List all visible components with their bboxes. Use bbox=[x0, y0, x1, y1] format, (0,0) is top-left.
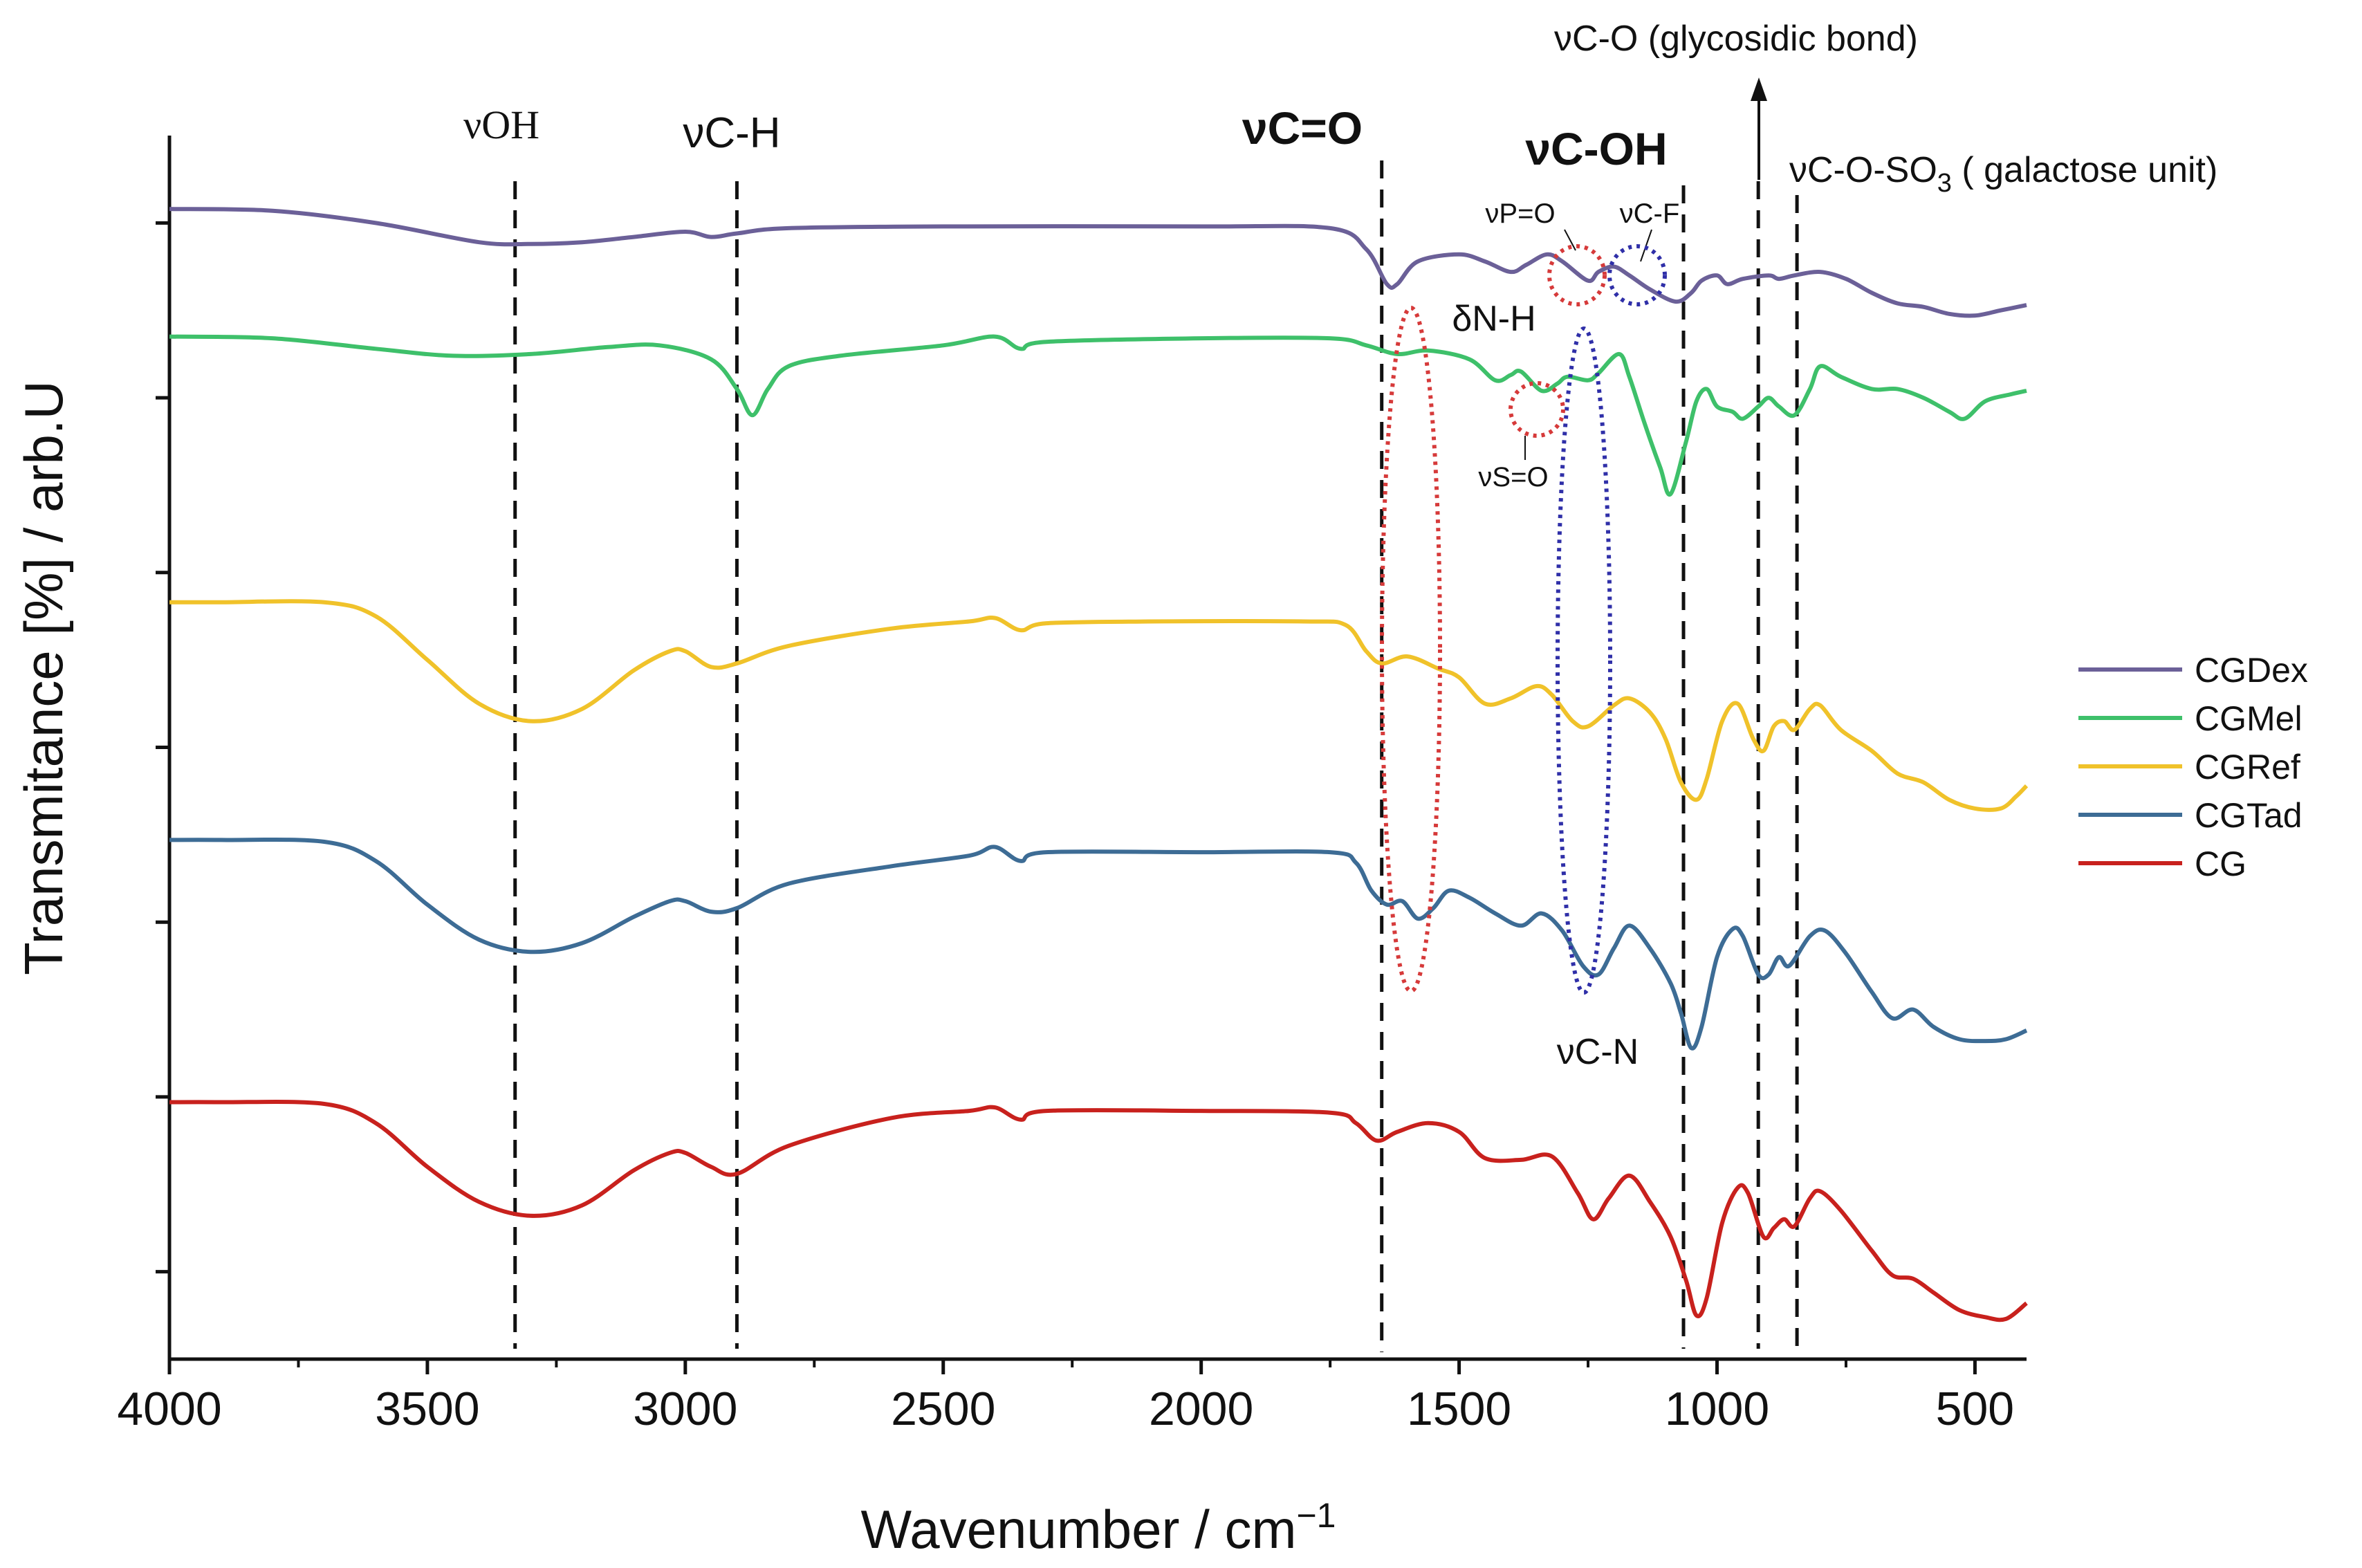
legend-label-cgmel: CGMel bbox=[2195, 699, 2303, 738]
legend-label-cgtad: CGTad bbox=[2195, 796, 2303, 835]
x-tick-label-2500: 2500 bbox=[891, 1383, 995, 1435]
x-tick-label-3000: 3000 bbox=[633, 1383, 737, 1435]
dotted-circle-v-po bbox=[1547, 244, 1607, 306]
annotation-v-co-glycosidic: νC-O (glycosidic bond) bbox=[1554, 19, 1918, 59]
series-line-cgtad bbox=[169, 837, 2028, 1051]
legend-label-cgdex: CGDex bbox=[2195, 651, 2308, 690]
annotation-d-nh: δN-H bbox=[1452, 299, 1535, 339]
x-tick-label-2000: 2000 bbox=[1149, 1383, 1253, 1435]
dotted-ellipse-d-nh bbox=[1380, 306, 1442, 993]
series-group bbox=[169, 207, 2029, 1322]
annotation-v-coso3: νC-O-SO3 ( galactose unit) bbox=[1789, 150, 2217, 198]
dotted-circle-v-so bbox=[1508, 381, 1565, 438]
plot-frame bbox=[167, 136, 2027, 1361]
annotation-v-coso3-main: νC-O-SO bbox=[1789, 150, 1937, 190]
x-axis-title-main: Wavenumber / cm bbox=[861, 1499, 1297, 1560]
series-line-cg bbox=[169, 1100, 2028, 1322]
dotted-ellipse-v-cn bbox=[1556, 326, 1612, 995]
x-axis-title-superscript: −1 bbox=[1296, 1496, 1336, 1535]
x-tick-label-1500: 1500 bbox=[1407, 1383, 1511, 1435]
vertical-markers bbox=[513, 160, 1799, 1352]
annotation-v-cf: νC-F bbox=[1620, 199, 1680, 229]
annotation-v-ch: νC-H bbox=[683, 109, 780, 157]
v-po-pointer bbox=[1564, 229, 1576, 251]
x-axis-title: Wavenumber / cm−1 bbox=[861, 1496, 1336, 1560]
annotation-v-cn: νC-N bbox=[1557, 1032, 1639, 1072]
x-tick-label-500: 500 bbox=[1936, 1383, 2014, 1435]
annotation-v-coso3-sub: 3 bbox=[1937, 169, 1952, 198]
y-axis-title: Transmitance [%] / arb.U bbox=[13, 380, 74, 975]
series-line-cgref bbox=[169, 599, 2029, 812]
y-ticks bbox=[156, 221, 169, 1274]
x-tick-label-1000: 1000 bbox=[1665, 1383, 1769, 1435]
series-line-cgmel bbox=[169, 334, 2027, 497]
legend: CGDex CGMel CGRef CGTad CG bbox=[2078, 651, 2308, 883]
annotation-v-co: νC=O bbox=[1242, 102, 1363, 154]
legend-label-cgref: CGRef bbox=[2195, 748, 2300, 786]
series-line-cgdex bbox=[169, 207, 2027, 318]
dotted-circle-v-cf bbox=[1607, 244, 1667, 306]
x-tick-label-4000: 4000 bbox=[117, 1383, 221, 1435]
x-tick-label-3500: 3500 bbox=[375, 1383, 479, 1435]
annotation-v-coso3-tail: ( galactose unit) bbox=[1952, 150, 2217, 190]
annotation-v-coh: νC-OH bbox=[1525, 123, 1667, 174]
annotation-v-oh: νOH bbox=[463, 102, 539, 147]
glycosidic-arrow bbox=[1751, 77, 1767, 180]
annotation-v-po: νP=O bbox=[1485, 199, 1555, 229]
annotations: νOH νC-H νC=O νC-OH νC-O (glycosidic bon… bbox=[463, 19, 2217, 1072]
v-cf-pointer bbox=[1640, 229, 1652, 262]
x-ticks: 4000 3500 3000 2500 2000 1500 1000 500 bbox=[117, 1359, 2014, 1435]
annotation-v-so: νS=O bbox=[1478, 462, 1548, 492]
legend-label-cg: CG bbox=[2195, 845, 2246, 883]
